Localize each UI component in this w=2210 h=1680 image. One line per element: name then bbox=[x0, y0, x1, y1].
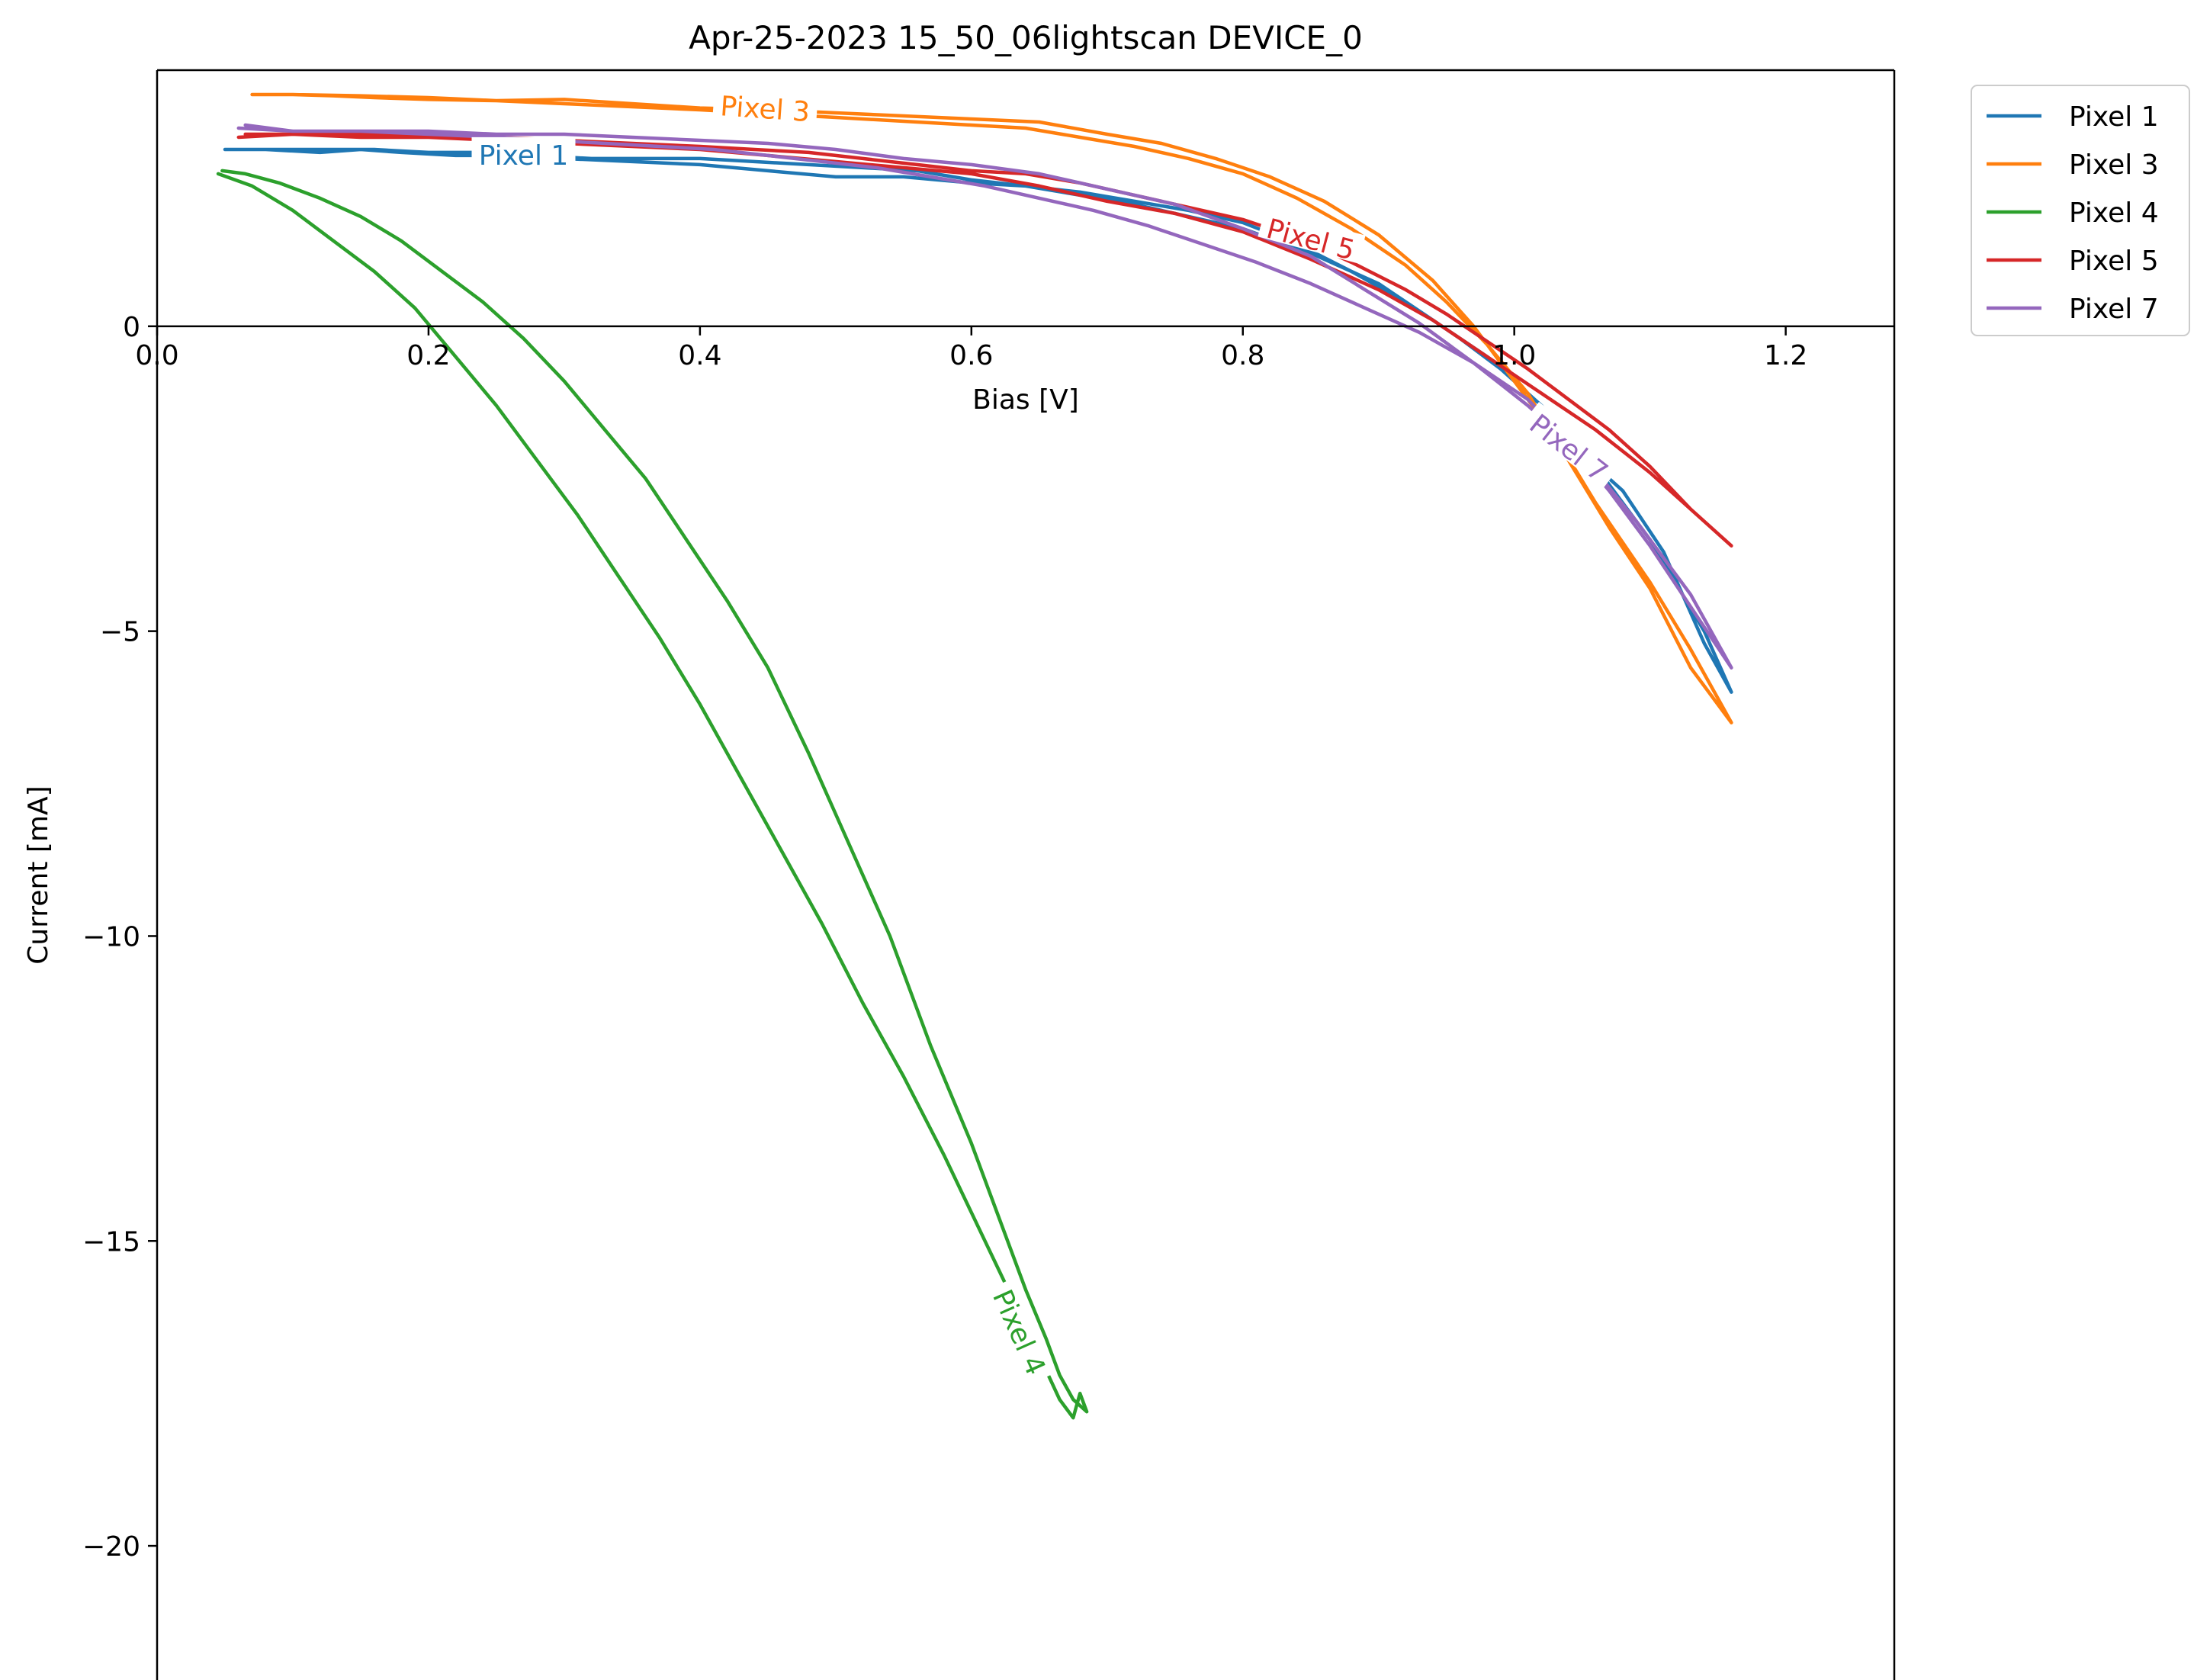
y-axis-label: Current [mA] bbox=[23, 785, 54, 964]
inline-label: Pixel 3 bbox=[712, 87, 818, 128]
inline-label-background bbox=[988, 1277, 1057, 1385]
inline-label: Pixel 1 bbox=[471, 137, 576, 172]
series-line-pixel-7 bbox=[236, 123, 1733, 670]
legend-entry-label: Pixel 7 bbox=[2069, 294, 2159, 325]
x-tick-label: 0.8 bbox=[1221, 340, 1264, 371]
legend-entry-label: Pixel 1 bbox=[2069, 101, 2159, 133]
legend-entry-label: Pixel 5 bbox=[2069, 246, 2159, 277]
inline-label-background bbox=[471, 137, 576, 166]
y-ticks: 0 −5 −10 −15 −20 bbox=[82, 312, 157, 1563]
inline-label-text: Pixel 3 bbox=[719, 91, 811, 128]
x-axis-label: Bias [V] bbox=[972, 384, 1079, 416]
x-ticks: 0.0 0.2 0.4 0.6 0.8 1.0 1.2 bbox=[135, 326, 1807, 371]
x-tick-label: 0.6 bbox=[949, 340, 993, 371]
x-tick-label: 1.2 bbox=[1764, 340, 1807, 371]
inline-label-background bbox=[712, 87, 818, 124]
axes-layer: 0.0 0.2 0.4 0.6 0.8 1.0 1.2 0 −5 −10 −15 −20 bbox=[82, 69, 1896, 1680]
legend-frame bbox=[1971, 85, 2190, 336]
y-tick-label: −15 bbox=[82, 1226, 140, 1258]
y-tick-label: −5 bbox=[100, 617, 140, 648]
y-tick-label: −20 bbox=[82, 1531, 140, 1563]
x-tick-label: 0.4 bbox=[678, 340, 721, 371]
legend: Pixel 1 Pixel 3 Pixel 4 Pixel 5 Pixel 7 bbox=[1971, 85, 2190, 336]
x-tick-label: 0.0 bbox=[135, 340, 178, 371]
inline-label-background bbox=[1258, 208, 1366, 264]
y-tick-label: −10 bbox=[82, 921, 140, 952]
y-tick-label: 0 bbox=[123, 312, 140, 343]
legend-items: Pixel 1 Pixel 3 Pixel 4 Pixel 5 Pixel 7 bbox=[1987, 101, 2159, 325]
series-line-pixel-4 bbox=[216, 169, 1089, 1420]
inline-label-text: Pixel 1 bbox=[479, 140, 569, 172]
legend-entry-label: Pixel 3 bbox=[2069, 149, 2159, 181]
legend-entry-label: Pixel 4 bbox=[2069, 198, 2159, 229]
chart-title: Apr-25-2023 15_50_06lightscan DEVICE_0 bbox=[689, 19, 1363, 56]
inline-label-background bbox=[1521, 402, 1621, 489]
x-tick-label: 0.2 bbox=[406, 340, 450, 371]
x-tick-label: 1.0 bbox=[1492, 340, 1536, 371]
